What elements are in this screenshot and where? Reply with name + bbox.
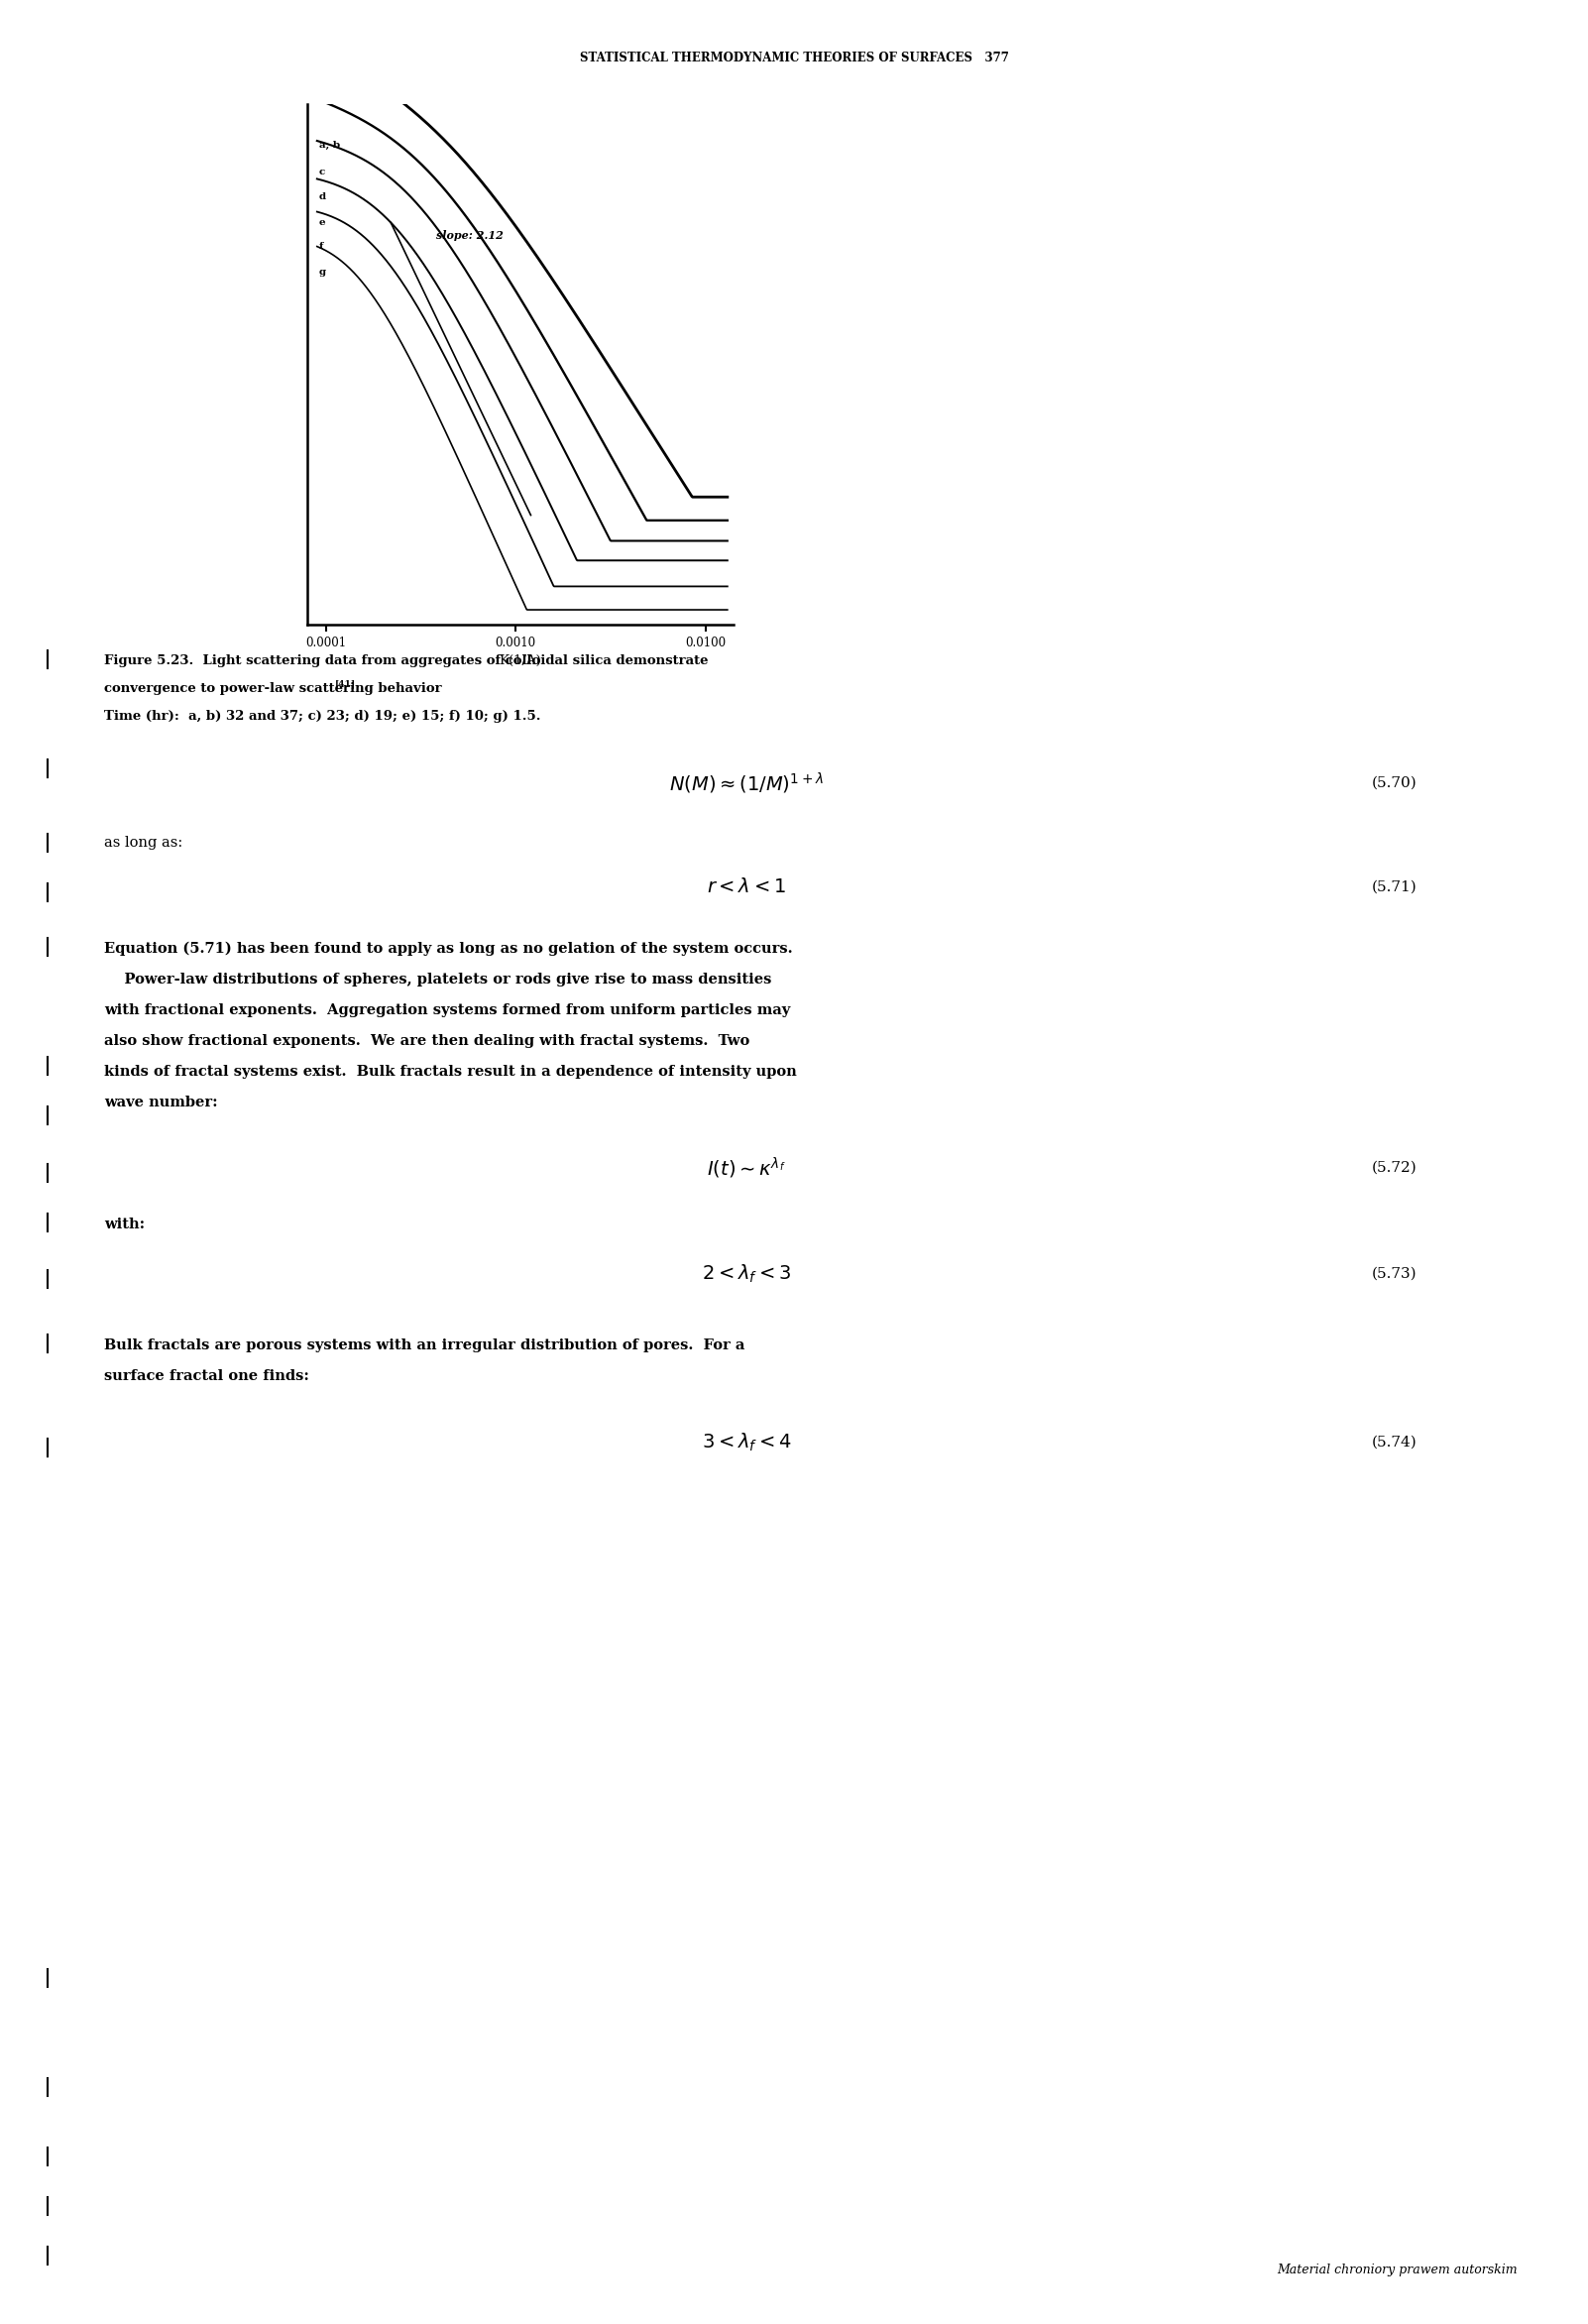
Text: f: f: [319, 242, 324, 251]
Text: kinds of fractal systems exist.  Bulk fractals result in a dependence of intensi: kinds of fractal systems exist. Bulk fra…: [105, 1064, 797, 1078]
Text: (5.70): (5.70): [1372, 776, 1416, 790]
Text: (5.72): (5.72): [1372, 1162, 1416, 1176]
Text: Bulk fractals are porous systems with an irregular distribution of pores.  For a: Bulk fractals are porous systems with an…: [105, 1339, 745, 1353]
Text: slope: 2.12: slope: 2.12: [435, 230, 503, 239]
Text: as long as:: as long as:: [105, 837, 183, 851]
Text: d: d: [319, 193, 326, 202]
Text: STATISTICAL THERMODYNAMIC THEORIES OF SURFACES   377: STATISTICAL THERMODYNAMIC THEORIES OF SU…: [580, 51, 1008, 65]
Text: convergence to power-law scattering behavior: convergence to power-law scattering beha…: [105, 683, 441, 695]
Text: e: e: [319, 218, 326, 228]
Text: $2 < \lambda_f < 3$: $2 < \lambda_f < 3$: [702, 1262, 791, 1285]
Text: Material chroniory prawem autorskim: Material chroniory prawem autorskim: [1277, 2264, 1518, 2278]
Text: wave number:: wave number:: [105, 1095, 218, 1109]
Text: with:: with:: [105, 1218, 145, 1232]
Text: Power-law distributions of spheres, platelets or rods give rise to mass densitie: Power-law distributions of spheres, plat…: [105, 974, 772, 985]
Text: (5.73): (5.73): [1372, 1267, 1416, 1281]
X-axis label: K(1/A): K(1/A): [499, 655, 542, 667]
Text: with fractional exponents.  Aggregation systems formed from uniform particles ma: with fractional exponents. Aggregation s…: [105, 1004, 791, 1018]
Text: $r < \lambda < 1$: $r < \lambda < 1$: [707, 878, 786, 897]
Text: $3 < \lambda_f < 4$: $3 < \lambda_f < 4$: [702, 1432, 791, 1452]
Text: g: g: [319, 267, 326, 277]
Text: Equation (5.71) has been found to apply as long as no gelation of the system occ: Equation (5.71) has been found to apply …: [105, 941, 792, 955]
Text: $I(t) \sim \kappa^{\lambda_f}$: $I(t) \sim \kappa^{\lambda_f}$: [707, 1155, 786, 1181]
Text: surface fractal one finds:: surface fractal one finds:: [105, 1369, 310, 1383]
Text: [41]: [41]: [335, 679, 356, 688]
Text: (5.71): (5.71): [1372, 881, 1416, 895]
Text: a, b: a, b: [319, 142, 340, 151]
Text: (5.74): (5.74): [1372, 1436, 1416, 1450]
Text: also show fractional exponents.  We are then dealing with fractal systems.  Two: also show fractional exponents. We are t…: [105, 1034, 750, 1048]
Text: $N(M) \approx (1/M)^{1+\lambda}$: $N(M) \approx (1/M)^{1+\lambda}$: [669, 772, 824, 795]
Text: Figure 5.23.  Light scattering data from aggregates of colloidal silica demonstr: Figure 5.23. Light scattering data from …: [105, 655, 708, 667]
Text: c: c: [319, 167, 326, 177]
Text: Time (hr):  a, b) 32 and 37; c) 23; d) 19; e) 15; f) 10; g) 1.5.: Time (hr): a, b) 32 and 37; c) 23; d) 19…: [105, 709, 542, 723]
